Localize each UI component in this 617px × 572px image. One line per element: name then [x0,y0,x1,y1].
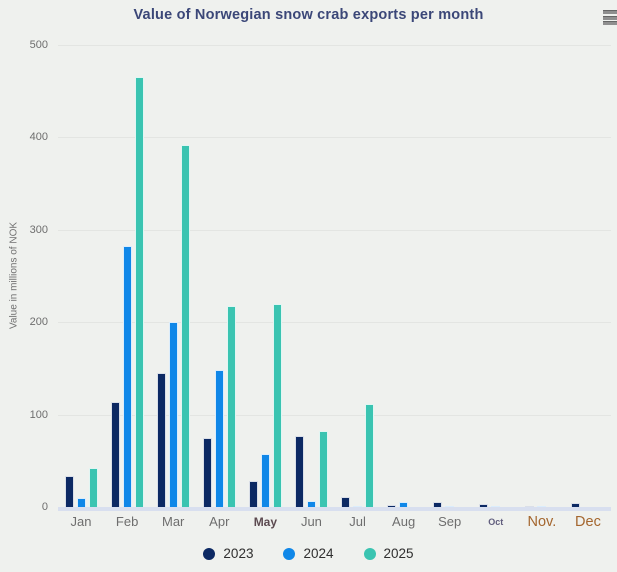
gridline-400 [58,137,611,139]
legend-label-2025: 2025 [383,546,414,561]
bar-2025-jan[interactable] [88,468,98,507]
month-group-sep [427,45,473,507]
hamburger-bar [603,15,617,20]
month-group-jan [58,45,104,507]
bar-2023-apr[interactable] [202,437,212,507]
bar-2024-mar[interactable] [168,322,178,507]
bar-2024-jul[interactable] [353,506,363,507]
x-axis-label-feb: Feb [115,514,139,529]
plot-area [58,45,611,511]
bar-2023-mar[interactable] [156,373,166,507]
month-group-oct [473,45,519,507]
bar-2023-dec[interactable] [571,503,581,507]
bar-2024-jan[interactable] [76,497,86,507]
x-axis-label-mar: Mar [162,514,185,529]
hamburger-bar [603,21,617,25]
bar-2023-aug[interactable] [387,505,397,507]
bar-2024-aug[interactable] [399,502,409,507]
x-axis-label-aug: Aug [392,514,416,529]
bar-2023-may[interactable] [248,481,258,507]
bar-2023-oct[interactable] [479,504,489,507]
month-group-mar [150,45,196,507]
y-tick-label-100: 100 [29,408,48,421]
month-group-dec [565,45,611,507]
y-axis-title: Value in millions of NOK [8,221,20,330]
month-group-apr [196,45,242,507]
month-group-nov [519,45,565,507]
gridline-500 [58,45,611,46]
bar-2025-mar[interactable] [180,144,190,507]
y-tick-label-500: 500 [29,39,48,51]
x-axis-line [58,507,611,511]
bar-2023-jun[interactable] [294,435,304,507]
bar-2025-jun[interactable] [318,431,328,507]
x-axis-label-apr: Apr [209,514,230,529]
x-axis-label-nov: Nov. [527,514,557,530]
bar-2023-jan[interactable] [64,475,74,507]
bar-2025-feb[interactable] [134,77,144,507]
month-group-may [242,45,288,507]
month-group-jun [288,45,334,507]
hamburger-menu-icon[interactable] [603,10,617,25]
bar-2025-may[interactable] [272,303,282,507]
legend-item-2025[interactable]: 2025 [363,546,414,561]
gridline-100 [58,414,611,416]
x-axis-label-jun: Jun [300,514,322,529]
month-group-aug [381,45,427,507]
y-tick-label-400: 400 [29,131,48,144]
month-group-jul [335,45,381,507]
x-axis-labels: Jan Feb Mar Apr May Jun Jul Aug Sep Oct Nov. Dec [58,512,611,534]
bar-2024-jun[interactable] [306,500,316,507]
bar-2025-apr[interactable] [226,305,236,507]
gridline-200 [58,322,611,324]
bar-2024-may[interactable] [260,454,270,507]
x-axis-label-dec: Dec [575,514,601,530]
y-tick-label-200: 200 [29,316,48,329]
legend-item-2024[interactable]: 2024 [283,546,334,561]
legend-marker-2024 [283,547,296,560]
bar-2023-nov[interactable] [525,506,535,507]
x-axis-label-sep: Sep [438,514,462,529]
bar-2024-apr[interactable] [214,370,224,507]
legend-item-2023[interactable]: 2023 [203,546,253,561]
bar-2023-jul[interactable] [341,496,351,507]
bar-2024-feb[interactable] [122,245,132,507]
month-group-feb [104,45,150,507]
y-tick-label-0: 0 [41,501,48,513]
bar-2023-feb[interactable] [110,401,120,507]
x-axis-label-may: May [253,515,278,529]
x-axis-label-jul: Jul [349,514,366,529]
legend-label-2023: 2023 [223,546,254,561]
legend-label-2024: 2024 [303,546,334,561]
bar-2024-nov[interactable] [537,506,547,507]
chart-title: Value of Norwegian snow crab exports per… [133,7,484,23]
hamburger-bar [603,10,617,14]
legend-marker-2025 [363,547,376,560]
bar-2023-sep[interactable] [433,502,443,507]
legend: 2023 2024 2025 [0,546,617,561]
bar-2024-sep[interactable] [445,506,455,507]
y-tick-label-300: 300 [29,223,48,236]
x-axis-label-oct: Oct [488,517,504,527]
legend-marker-2023 [203,547,216,560]
bar-2024-oct[interactable] [491,506,501,507]
bar-2025-jul[interactable] [365,403,375,507]
gridline-300 [58,229,611,231]
x-axis-label-jan: Jan [70,514,92,529]
